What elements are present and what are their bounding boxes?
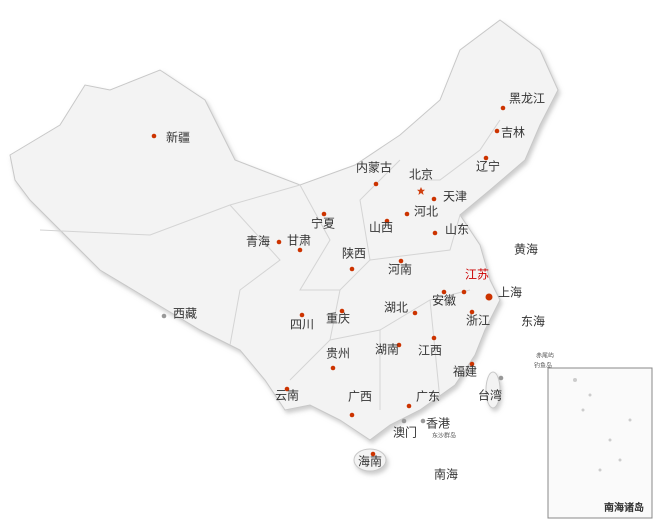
inset-frame	[547, 367, 653, 519]
sea-label: 黄海	[514, 242, 538, 257]
island-label: 钓鱼岛	[534, 362, 552, 370]
province-label: 河南	[388, 262, 412, 277]
province-label: 香港	[426, 417, 450, 431]
city-dot	[406, 403, 412, 409]
city-dot	[500, 105, 506, 111]
city-dot	[401, 418, 407, 424]
city-dot	[432, 230, 438, 236]
province-label: 上海	[498, 285, 522, 300]
city-dot	[431, 335, 437, 341]
city-dot	[498, 375, 504, 381]
province-label: 云南	[275, 388, 299, 403]
province-label: 陕西	[342, 246, 366, 261]
city-dot	[330, 365, 336, 371]
province-label: 西藏	[173, 307, 197, 321]
city-dot	[151, 133, 157, 139]
city-dot	[161, 313, 167, 319]
city-dot	[398, 258, 404, 264]
city-dot	[483, 155, 489, 161]
city-dot	[494, 128, 500, 134]
province-label: 海南	[358, 454, 382, 469]
city-dot	[420, 418, 426, 424]
province-label: 澳门	[393, 425, 417, 440]
city-dot	[461, 289, 467, 295]
city-dot	[299, 312, 305, 318]
sea-label: 东海	[521, 314, 545, 329]
borders	[39, 119, 501, 410]
province-label: 福建	[453, 364, 477, 379]
city-dot	[370, 451, 376, 457]
province-label: 四川	[290, 318, 314, 332]
province-label: 黑龙江	[509, 92, 545, 106]
capital-marker	[417, 187, 425, 195]
province-label: 山西	[369, 221, 393, 235]
province-label: 浙江	[466, 314, 490, 328]
province-label: 新疆	[166, 130, 190, 145]
inset-title: 南海诸岛	[604, 501, 644, 514]
city-dot	[284, 386, 290, 392]
city-dot	[396, 342, 402, 348]
city-dot	[321, 211, 327, 217]
province-label: 重庆	[326, 312, 350, 326]
city-dot	[276, 239, 282, 245]
province-label: 湖北	[384, 300, 408, 315]
city-dot	[469, 309, 475, 315]
city-dot	[485, 293, 493, 301]
city-dot	[469, 361, 475, 367]
province-label: 内蒙古	[356, 160, 392, 175]
island-label: 东沙群岛	[432, 432, 456, 440]
city-dot	[412, 310, 418, 316]
province-label: 山东	[445, 223, 469, 237]
sea-label: 南海	[434, 467, 458, 482]
island-label: 赤尾屿	[536, 352, 554, 360]
city-dot	[349, 412, 355, 418]
province-label: 江苏	[465, 268, 489, 282]
province-label: 台湾	[478, 388, 502, 403]
province-label: 安徽	[432, 293, 456, 308]
city-dot	[339, 308, 345, 314]
province-label: 贵州	[326, 347, 350, 361]
city-dot	[349, 266, 355, 272]
province-label: 吉林	[501, 126, 525, 140]
province-label: 河北	[414, 205, 438, 219]
province-label: 天津	[443, 190, 467, 204]
province-label: 广东	[416, 390, 440, 404]
city-dot	[441, 289, 447, 295]
inset-islands	[573, 378, 632, 472]
province-label: 广西	[348, 390, 372, 404]
city-dot	[297, 247, 303, 253]
city-dot	[431, 196, 437, 202]
city-dot	[373, 181, 379, 187]
province-label: 甘肃	[287, 234, 311, 248]
province-label: 青海	[246, 234, 270, 249]
city-dot	[384, 218, 390, 224]
province-label: 辽宁	[476, 159, 500, 174]
province-label: 江西	[418, 344, 442, 358]
city-dot	[404, 211, 410, 217]
province-label: 湖南	[375, 342, 399, 357]
land	[9, 19, 559, 472]
province-label: 宁夏	[311, 216, 335, 231]
province-label: 北京	[409, 168, 433, 182]
